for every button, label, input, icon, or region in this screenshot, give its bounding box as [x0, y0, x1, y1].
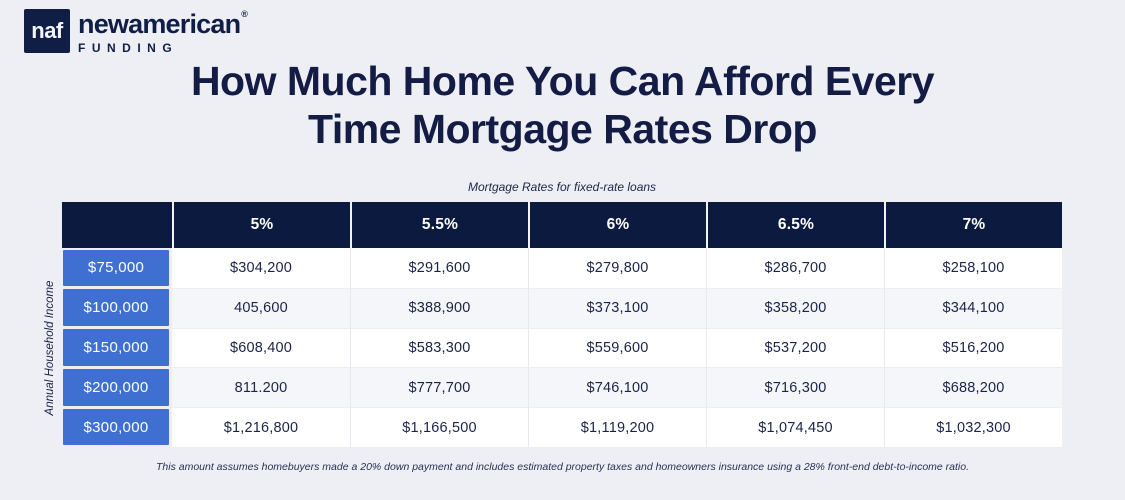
value-cell: $1,032,300: [884, 407, 1062, 447]
value-cell: $304,200: [172, 248, 350, 288]
page-title-line2: Time Mortgage Rates Drop: [308, 105, 817, 152]
value-cell: $1,166,500: [350, 407, 528, 447]
table-row: $75,000 $304,200 $291,600 $279,800 $286,…: [62, 248, 1062, 288]
page-title: How Much Home You Can Afford Every Time …: [0, 58, 1125, 154]
value-cell: $388,900: [350, 287, 528, 328]
income-cell-wrap: $300,000: [62, 407, 172, 447]
income-cell: $75,000: [63, 249, 169, 287]
value-cell: 811.200: [172, 367, 350, 408]
value-cell: $608,400: [172, 327, 350, 368]
income-cell: $200,000: [63, 368, 169, 406]
income-cell: $150,000: [63, 329, 169, 366]
value-cell: $688,200: [884, 367, 1062, 408]
corner-cell: [62, 202, 172, 248]
rate-column-header: 6%: [528, 202, 706, 248]
row-axis-label: Annual Household Income: [44, 280, 56, 416]
naf-logo: naf newamerican ® FUNDING: [24, 9, 248, 56]
value-cell: $344,100: [884, 287, 1062, 328]
value-cell: 405,600: [172, 287, 350, 328]
naf-logo-monogram: naf: [24, 9, 70, 53]
value-cell: $1,119,200: [528, 407, 706, 447]
value-cell: $1,074,450: [706, 407, 884, 447]
registered-mark: ®: [241, 9, 248, 19]
value-cell: $746,100: [528, 367, 706, 408]
rate-column-header: 5.5%: [350, 202, 528, 248]
table-row: $100,000 405,600 $388,900 $373,100 $358,…: [62, 287, 1062, 328]
table-row: $200,000 811.200 $777,700 $746,100 $716,…: [62, 367, 1062, 408]
value-cell: $373,100: [528, 287, 706, 328]
table-caption: Mortgage Rates for fixed-rate loans: [467, 180, 657, 194]
table-row: $300,000 $1,216,800 $1,166,500 $1,119,20…: [62, 407, 1062, 447]
income-cell: $100,000: [63, 289, 169, 327]
income-cell: $300,000: [63, 408, 169, 446]
value-cell: $286,700: [706, 248, 884, 288]
income-cell-wrap: $200,000: [62, 367, 172, 407]
brand-name: newamerican ®: [78, 9, 248, 39]
footnote: This amount assumes homebuyers made a 20…: [155, 461, 970, 473]
value-cell: $537,200: [706, 327, 884, 368]
income-cell-wrap: $75,000: [62, 248, 172, 288]
table-body: $75,000 $304,200 $291,600 $279,800 $286,…: [62, 248, 1062, 447]
value-cell: $559,600: [528, 327, 706, 368]
rate-column-header: 5%: [172, 202, 350, 248]
table-row: $150,000 $608,400 $583,300 $559,600 $537…: [62, 327, 1062, 368]
value-cell: $279,800: [528, 248, 706, 288]
value-cell: $258,100: [884, 248, 1062, 288]
brand-subname: FUNDING: [78, 41, 179, 55]
brand-name-text: newamerican: [78, 9, 241, 39]
value-cell: $291,600: [350, 248, 528, 288]
value-cell: $358,200: [706, 287, 884, 328]
value-cell: $516,200: [884, 327, 1062, 368]
rate-column-header: 6.5%: [706, 202, 884, 248]
value-cell: $716,300: [706, 367, 884, 408]
table-header-row: 5% 5.5% 6% 6.5% 7%: [62, 202, 1062, 248]
brand-text: newamerican ® FUNDING: [78, 9, 248, 56]
value-cell: $1,216,800: [172, 407, 350, 447]
value-cell: $583,300: [350, 327, 528, 368]
affordability-table: 5% 5.5% 6% 6.5% 7% $75,000 $304,200 $291…: [62, 202, 1062, 447]
income-cell-wrap: $100,000: [62, 288, 172, 328]
rate-column-header: 7%: [884, 202, 1062, 248]
income-cell-wrap: $150,000: [62, 328, 172, 368]
page-title-line1: How Much Home You Can Afford Every: [190, 58, 935, 104]
value-cell: $777,700: [350, 367, 528, 408]
